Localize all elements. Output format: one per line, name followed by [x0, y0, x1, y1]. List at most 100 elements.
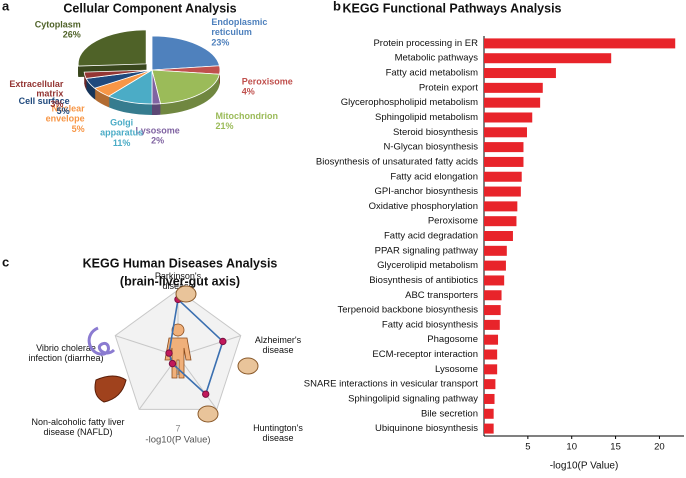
y-tick-label: Fatty acid elongation	[390, 171, 478, 182]
bar	[484, 231, 513, 241]
y-tick-label: SNARE interactions in vesicular transpor…	[304, 379, 479, 390]
y-tick-label: Sphingolipid signaling pathway	[348, 393, 478, 404]
x-tick-label: 5	[525, 442, 530, 453]
radar-point	[168, 359, 177, 368]
y-tick-label: Fatty acid metabolism	[386, 68, 478, 79]
bar	[484, 290, 502, 301]
axis-label: Vibrio cholerae infection (diarrhea)	[28, 343, 103, 363]
bar	[484, 68, 556, 79]
slice-label: Peroxisome	[242, 76, 293, 86]
slice	[151, 69, 220, 105]
y-tick-label: Biosynthesis of unsaturated fatty acids	[316, 156, 478, 167]
y-tick-label: Glycerophospholipid metabolism	[341, 97, 478, 108]
slice-value-label: 4%	[242, 86, 255, 96]
bar	[484, 201, 518, 212]
slice-label: Nuclear envelope	[46, 104, 85, 124]
bar	[484, 364, 498, 375]
slice-label: Mitochondrion	[215, 111, 278, 121]
y-tick-label: ECM-receptor interaction	[372, 349, 478, 360]
chart-subtitle: (brain-liver-gut axis)	[120, 274, 240, 288]
bar	[484, 53, 612, 64]
slice-value-label: 21%	[215, 121, 233, 131]
x-tick-label: 20	[654, 442, 665, 453]
x-axis-label: -log10(P Value)	[550, 461, 619, 472]
axis-label: Huntington's disease	[253, 423, 303, 443]
r-tick-label: 1	[175, 367, 180, 377]
panel-letter: b	[333, 0, 341, 13]
bar	[484, 112, 533, 123]
bar	[484, 186, 521, 197]
y-tick-label: Sphingolipid metabolism	[375, 112, 478, 123]
y-tick-label: Terpenoid backbone biosynthesis	[338, 305, 479, 316]
icon-brain	[237, 357, 259, 375]
y-tick-label: Biosynthesis of antibiotics	[369, 275, 478, 286]
y-tick-label: ABC transporters	[405, 290, 478, 301]
icon-intestine	[87, 326, 116, 356]
r-axis-label: -log10(P Value)	[145, 435, 210, 446]
y-tick-label: Metabolic pathways	[395, 53, 479, 64]
slice-label: Lysosome	[136, 126, 180, 136]
y-tick-label: Fatty acid degradation	[384, 231, 478, 242]
radar-line	[168, 297, 224, 396]
slice-value-label: 5%	[72, 124, 85, 134]
bar	[484, 38, 676, 49]
y-tick-label: Lysosome	[435, 364, 478, 375]
panel-letter: a	[2, 0, 10, 13]
slice	[151, 35, 220, 71]
y-tick-label: Phagosome	[427, 334, 478, 345]
bar	[484, 216, 517, 227]
spoke	[177, 355, 218, 410]
y-tick-label: Peroxisome	[428, 216, 478, 227]
bar	[484, 275, 505, 286]
y-tick-label: Ubiquinone biosynthesis	[375, 423, 478, 434]
slice-value-label: 11%	[113, 138, 131, 148]
y-tick-label: Oxidative phosphorylation	[369, 201, 478, 212]
bar	[484, 408, 494, 419]
bar	[484, 171, 522, 182]
slice-value-label: 2%	[151, 136, 164, 146]
bar	[484, 260, 506, 271]
bar	[484, 319, 500, 330]
y-tick-label: Protein processing in ER	[373, 38, 478, 49]
y-tick-label: Bile secretion	[421, 408, 478, 419]
r-tick-label: 7	[175, 423, 180, 433]
y-tick-label: PPAR signaling pathway	[375, 245, 479, 256]
chart-title: KEGG Human Diseases Analysis	[83, 256, 278, 270]
bar	[484, 127, 527, 138]
bar	[484, 156, 524, 167]
bar	[484, 142, 524, 153]
bar	[484, 334, 499, 345]
bar	[484, 82, 543, 93]
slice	[77, 29, 147, 67]
slice-label: Endoplasmic reticulum	[211, 17, 267, 37]
slice-value-label: 5%	[57, 106, 70, 116]
slice-value-label: 3%	[50, 99, 63, 109]
radar-point	[219, 337, 227, 346]
slice-label: Cell surface	[19, 96, 70, 106]
slice-label: Cytoplasm	[35, 20, 81, 30]
radar-point	[202, 390, 210, 398]
slice-value-label: 23%	[211, 37, 229, 47]
slice	[83, 69, 153, 79]
bar	[484, 379, 496, 390]
axis-label: Parkinson's disease	[155, 271, 202, 291]
chart-title: Cellular Component Analysis	[63, 1, 236, 15]
y-tick-label: GPI-anchor biosynthesis	[375, 186, 479, 197]
bar	[484, 393, 495, 404]
chart-title: KEGG Functional Pathways Analysis	[342, 1, 561, 15]
axis-label: Non-alcoholic fatty liver disease (NAFLD)	[31, 417, 124, 437]
y-tick-label: Steroid biosynthesis	[393, 127, 478, 138]
bar	[484, 349, 498, 360]
y-tick-label: Protein export	[419, 82, 479, 93]
icon-human	[171, 323, 185, 337]
icon-liver	[94, 375, 127, 403]
bar	[484, 97, 541, 108]
bar	[484, 305, 501, 316]
bar	[484, 245, 507, 256]
panel-letter: c	[2, 254, 9, 269]
bar	[484, 423, 494, 434]
x-tick-label: 15	[610, 442, 621, 453]
slice-label: Extracellular matrix	[9, 79, 64, 99]
axis-label: Alzheimer's disease	[255, 335, 302, 355]
